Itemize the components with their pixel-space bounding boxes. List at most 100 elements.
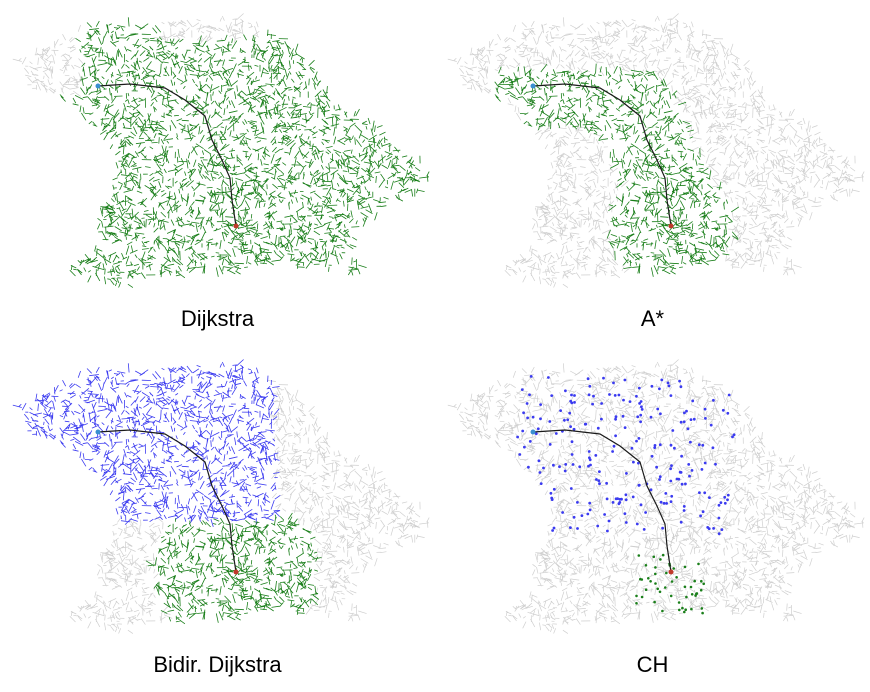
search-node-forward	[639, 413, 643, 417]
search-node-backward	[661, 553, 665, 557]
search-node-forward	[559, 409, 562, 412]
search-node-forward	[576, 501, 579, 504]
search-node-forward	[678, 379, 681, 383]
search-node-forward	[637, 461, 640, 465]
search-node-forward	[649, 488, 653, 492]
search-node-backward	[683, 610, 686, 614]
search-node-forward	[658, 387, 661, 391]
search-node-forward	[679, 385, 683, 389]
search-node-forward	[659, 412, 662, 416]
search-node-forward	[588, 508, 592, 512]
search-node-forward	[680, 454, 683, 458]
search-node-forward	[552, 526, 556, 530]
search-node-forward	[679, 471, 683, 474]
search-node-forward	[608, 393, 611, 396]
search-node-forward	[624, 493, 628, 497]
search-node-forward	[625, 472, 628, 475]
search-node-forward	[578, 465, 582, 469]
search-node-forward	[689, 418, 693, 421]
caption-dijkstra: Dijkstra	[180, 306, 255, 331]
search-node-forward	[666, 381, 670, 385]
map-bidir-dijkstra	[12, 359, 430, 634]
search-node-forward	[602, 376, 605, 380]
search-node-forward	[551, 529, 554, 532]
search-node-backward	[653, 600, 656, 604]
search-node-forward	[670, 494, 674, 498]
search-node-forward	[552, 487, 556, 491]
search-node-forward	[723, 495, 727, 499]
search-node-forward	[572, 427, 576, 431]
search-node-forward	[659, 500, 663, 504]
panel-ch: CH	[435, 346, 870, 692]
search-node-forward	[711, 446, 715, 450]
search-node-forward	[529, 375, 533, 378]
search-node-forward	[655, 465, 658, 469]
source-node	[530, 83, 536, 89]
search-node-forward	[570, 453, 574, 456]
search-node-forward	[623, 378, 627, 382]
map-astar	[447, 13, 865, 288]
road-network	[447, 359, 865, 634]
search-node-forward	[550, 498, 554, 501]
search-node-forward	[568, 411, 572, 415]
search-node-forward	[720, 528, 724, 531]
search-node-backward	[658, 590, 662, 594]
search-node-forward	[717, 516, 721, 520]
visited-nodes	[12, 359, 322, 625]
search-node-forward	[703, 407, 707, 411]
search-node-backward	[693, 579, 696, 583]
search-node-forward	[632, 460, 635, 464]
search-node-backward	[654, 572, 657, 576]
caption-astar: A*	[640, 306, 665, 331]
search-node-forward	[642, 528, 646, 531]
search-node-forward	[587, 450, 591, 453]
shortest-path	[532, 83, 672, 227]
search-node-forward	[561, 511, 564, 514]
panel-bidir-dijkstra: Bidir. Dijkstra	[0, 346, 435, 692]
search-node-backward	[635, 602, 638, 605]
search-node-forward	[660, 378, 664, 382]
search-node-forward	[687, 463, 691, 466]
search-node-forward	[598, 482, 601, 486]
search-node-forward	[704, 417, 707, 420]
search-node-backward	[672, 567, 675, 570]
search-node-forward	[571, 463, 575, 466]
search-node-forward	[701, 510, 705, 514]
search-node-forward	[726, 411, 730, 415]
search-node-forward	[573, 401, 576, 404]
search-node-forward	[528, 393, 531, 397]
search-node-forward	[583, 422, 587, 426]
search-node-backward	[637, 554, 641, 557]
search-node-forward	[679, 520, 683, 524]
search-node-forward	[564, 463, 568, 466]
search-node-forward	[703, 491, 707, 495]
search-node-backward	[640, 578, 644, 581]
search-node-forward	[617, 393, 621, 397]
search-node-forward	[639, 420, 642, 424]
source-node	[530, 429, 536, 435]
search-node-forward	[719, 501, 723, 504]
search-node-backward	[665, 571, 668, 575]
search-node-forward	[605, 481, 608, 485]
search-node-forward	[717, 503, 721, 507]
search-node-forward	[614, 417, 617, 421]
search-node-forward	[597, 479, 601, 483]
search-node-forward	[665, 502, 668, 505]
panel-astar: A*	[435, 0, 870, 346]
search-node-forward	[616, 497, 619, 500]
search-node-forward	[564, 389, 567, 393]
search-node-forward	[732, 433, 736, 437]
search-node-forward	[603, 513, 606, 516]
target-node	[233, 223, 239, 229]
search-node-backward	[700, 607, 704, 610]
search-node-forward	[636, 415, 640, 419]
search-node-forward	[526, 416, 529, 420]
search-node-forward	[691, 399, 695, 403]
search-node-forward	[520, 388, 524, 391]
search-node-forward	[682, 505, 686, 508]
search-node-forward	[537, 459, 541, 463]
search-node-forward	[623, 426, 627, 429]
search-node-forward	[701, 443, 705, 447]
search-node-forward	[726, 498, 729, 502]
search-node-forward	[623, 512, 627, 515]
